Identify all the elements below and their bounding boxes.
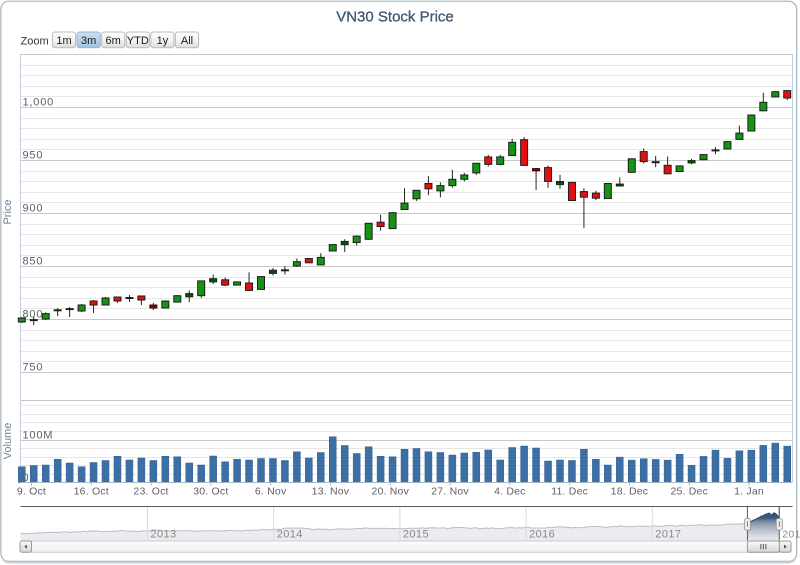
- svg-text:2014: 2014: [277, 529, 303, 541]
- svg-text:800: 800: [23, 309, 44, 321]
- svg-text:2017: 2017: [655, 529, 681, 541]
- svg-text:1. Jan: 1. Jan: [734, 486, 764, 498]
- svg-text:Volume: Volume: [2, 423, 14, 460]
- svg-text:2016: 2016: [529, 529, 555, 541]
- svg-text:6. Nov: 6. Nov: [255, 486, 287, 498]
- svg-text:100M: 100M: [23, 429, 54, 441]
- svg-text:All: All: [181, 35, 193, 47]
- svg-text:25. Dec: 25. Dec: [670, 486, 708, 498]
- svg-text:11. Dec: 11. Dec: [551, 486, 588, 498]
- svg-text:6m: 6m: [106, 35, 121, 47]
- svg-text:16. Oct: 16. Oct: [74, 486, 109, 498]
- svg-text:VN30 Stock Price: VN30 Stock Price: [336, 9, 454, 26]
- svg-text:0: 0: [23, 472, 29, 484]
- svg-text:950: 950: [23, 150, 44, 162]
- svg-text:Zoom: Zoom: [21, 35, 49, 47]
- svg-text:Price: Price: [2, 199, 14, 224]
- svg-text:1,000: 1,000: [23, 97, 55, 109]
- svg-text:20. Nov: 20. Nov: [371, 486, 409, 498]
- svg-text:1m: 1m: [56, 35, 71, 47]
- svg-text:750: 750: [23, 362, 44, 374]
- svg-text:3m: 3m: [81, 35, 96, 47]
- svg-text:13. Nov: 13. Nov: [312, 486, 350, 498]
- svg-text:9. Oct: 9. Oct: [17, 486, 46, 498]
- svg-text:30. Oct: 30. Oct: [193, 486, 228, 498]
- svg-text:1y: 1y: [157, 35, 169, 47]
- svg-text:900: 900: [23, 203, 44, 215]
- svg-text:27. Nov: 27. Nov: [431, 486, 469, 498]
- svg-text:18. Dec: 18. Dec: [611, 486, 649, 498]
- svg-text:2013: 2013: [151, 529, 177, 541]
- svg-text:850: 850: [23, 256, 44, 268]
- svg-text:YTD: YTD: [127, 35, 149, 47]
- svg-text:2015: 2015: [403, 529, 429, 541]
- svg-text:23. Oct: 23. Oct: [133, 486, 168, 498]
- svg-text:2018: 2018: [782, 529, 800, 541]
- svg-text:4. Dec: 4. Dec: [494, 486, 526, 498]
